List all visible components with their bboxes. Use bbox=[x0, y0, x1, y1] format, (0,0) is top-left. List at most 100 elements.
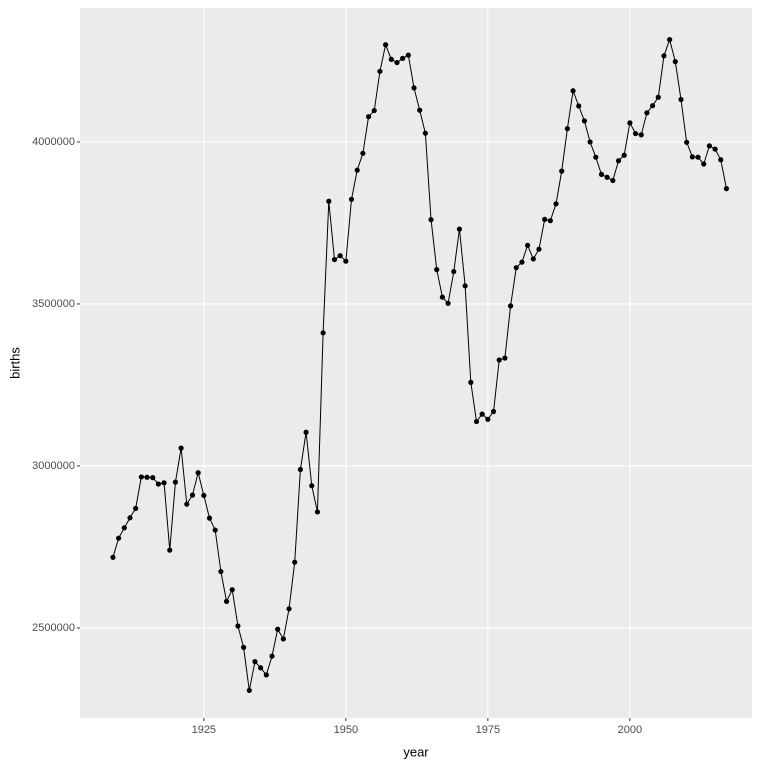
point bbox=[246, 687, 252, 694]
point bbox=[365, 114, 372, 120]
point bbox=[354, 167, 360, 173]
point bbox=[451, 268, 457, 275]
point bbox=[547, 218, 553, 224]
point bbox=[184, 501, 190, 507]
point bbox=[178, 445, 184, 451]
point bbox=[581, 118, 588, 124]
y-tick-label: 3000000 bbox=[32, 460, 75, 472]
point bbox=[417, 107, 423, 113]
point bbox=[309, 483, 315, 489]
point bbox=[292, 559, 298, 565]
x-tick-label: 2000 bbox=[618, 724, 642, 736]
point bbox=[604, 174, 610, 180]
point bbox=[206, 515, 213, 521]
point bbox=[201, 492, 207, 499]
point bbox=[649, 103, 656, 109]
y-tick-label: 2500000 bbox=[32, 622, 75, 634]
point bbox=[564, 126, 570, 132]
point bbox=[223, 598, 230, 604]
point bbox=[218, 568, 224, 575]
point bbox=[371, 107, 377, 114]
point bbox=[297, 466, 304, 473]
point bbox=[195, 470, 201, 476]
point bbox=[428, 217, 434, 223]
point bbox=[525, 242, 531, 248]
point bbox=[394, 59, 400, 66]
point bbox=[411, 85, 417, 91]
point bbox=[496, 357, 502, 363]
point bbox=[570, 88, 576, 94]
point bbox=[434, 267, 440, 273]
point bbox=[587, 139, 593, 145]
point bbox=[468, 379, 474, 385]
point bbox=[530, 256, 536, 262]
point bbox=[326, 198, 332, 204]
point bbox=[275, 626, 281, 632]
point bbox=[513, 265, 519, 271]
point bbox=[490, 408, 497, 415]
point bbox=[473, 418, 480, 425]
point bbox=[627, 120, 633, 126]
point bbox=[439, 294, 446, 300]
point bbox=[212, 527, 218, 533]
point bbox=[331, 256, 338, 263]
point bbox=[235, 623, 241, 629]
point bbox=[280, 636, 286, 642]
point bbox=[678, 96, 684, 103]
point bbox=[240, 644, 247, 650]
point bbox=[502, 355, 508, 361]
x-axis-title: year bbox=[403, 744, 429, 759]
point bbox=[621, 152, 627, 158]
point bbox=[383, 42, 389, 48]
point bbox=[388, 56, 394, 62]
point bbox=[598, 171, 605, 177]
point bbox=[229, 587, 235, 593]
x-tick-label: 1950 bbox=[334, 724, 358, 736]
point bbox=[343, 258, 349, 264]
point bbox=[507, 303, 514, 309]
y-axis-title: births bbox=[7, 347, 22, 379]
point bbox=[672, 59, 678, 65]
point bbox=[258, 665, 264, 671]
point bbox=[661, 53, 667, 59]
point bbox=[263, 672, 269, 678]
point bbox=[150, 475, 156, 481]
point bbox=[536, 246, 542, 252]
point bbox=[519, 259, 525, 265]
point bbox=[405, 52, 411, 58]
panel bbox=[80, 8, 752, 718]
point bbox=[655, 94, 661, 100]
point bbox=[133, 505, 139, 511]
point bbox=[121, 525, 127, 531]
y-tick-label: 3500000 bbox=[32, 298, 75, 310]
point bbox=[422, 130, 428, 136]
x-tick-label: 1975 bbox=[476, 724, 500, 736]
point bbox=[576, 103, 582, 109]
point bbox=[695, 154, 701, 160]
point bbox=[638, 132, 644, 138]
point bbox=[445, 300, 451, 306]
point bbox=[320, 330, 326, 336]
point bbox=[400, 55, 406, 61]
point bbox=[116, 535, 122, 541]
point bbox=[615, 158, 622, 164]
point bbox=[110, 554, 116, 560]
point bbox=[269, 653, 275, 659]
point bbox=[337, 253, 343, 259]
point bbox=[610, 177, 616, 184]
point bbox=[684, 139, 690, 145]
point bbox=[314, 509, 321, 515]
point bbox=[144, 474, 150, 480]
point bbox=[701, 161, 707, 167]
point bbox=[559, 168, 565, 174]
point bbox=[189, 492, 196, 498]
point bbox=[348, 196, 355, 202]
point bbox=[723, 186, 730, 192]
point bbox=[485, 416, 491, 422]
y-tick-label: 4000000 bbox=[32, 136, 75, 148]
point bbox=[462, 283, 468, 289]
point bbox=[718, 157, 724, 163]
point bbox=[161, 480, 167, 486]
point bbox=[138, 474, 144, 480]
